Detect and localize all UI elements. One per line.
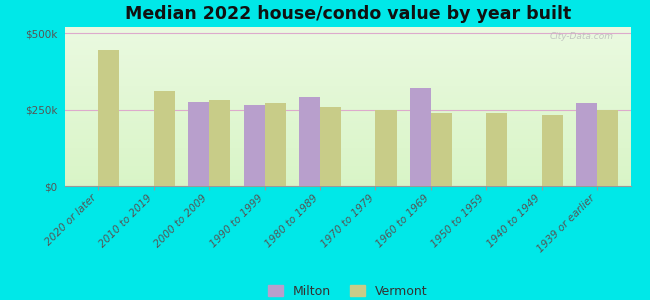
Bar (98, 50, 120, 186)
Bar (209, 100, 230, 186)
Bar (244, 105, 265, 186)
Bar (188, 102, 209, 186)
Bar (542, 115, 563, 186)
Bar (576, 103, 597, 186)
Text: City-Data.com: City-Data.com (549, 32, 614, 41)
Bar (320, 107, 341, 186)
Bar (410, 88, 431, 186)
Bar (265, 103, 285, 186)
Bar (376, 110, 396, 186)
Legend: Milton, Vermont: Milton, Vermont (263, 280, 432, 300)
Bar (431, 112, 452, 186)
Bar (299, 97, 320, 186)
Bar (597, 110, 618, 186)
Title: Median 2022 house/condo value by year built: Median 2022 house/condo value by year bu… (125, 5, 571, 23)
Bar (153, 91, 175, 186)
Bar (486, 113, 508, 186)
